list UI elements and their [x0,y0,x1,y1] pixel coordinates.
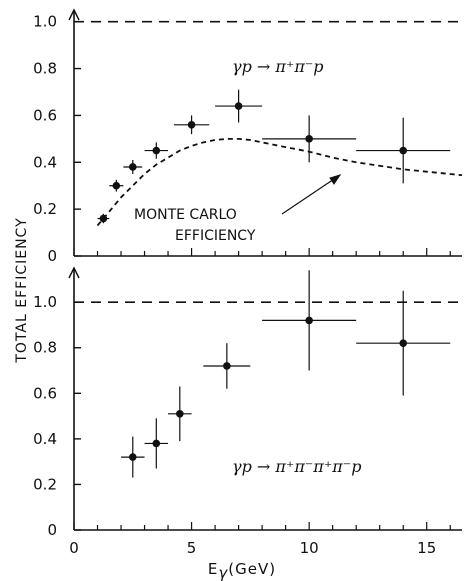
bottom-y-axis-arrow [68,266,80,279]
top-y-tick-label: 0.2 [33,200,57,218]
bottom-y-tick-label: 0 [47,521,57,539]
bottom-y-tick-label: 0.4 [33,430,57,448]
monte-carlo-label-line-2: EFFICIENCY [175,228,256,244]
bottom-y-tick-label: 0.8 [33,339,57,357]
bottom-data-point [305,316,313,325]
bottom-data-point [399,339,408,347]
x-tick-label: 0 [69,539,79,557]
bottom-reaction-label: γp → π⁺π⁻π⁺π⁻p [232,457,361,476]
bottom-data-point [223,362,231,370]
bottom-data-point [176,410,184,418]
annotation-arrowhead [329,174,342,185]
top-y-axis-arrow [68,8,80,21]
top-data-point [152,146,161,155]
x-axis-title-unit: (GeV) [228,560,276,578]
top-y-tick-label: 0.6 [33,106,57,124]
x-axis-title-main: E [208,560,218,578]
bottom-data-point [152,439,161,448]
top-y-tick-label: 1.0 [33,13,57,31]
top-data-point [187,121,196,129]
x-axis-title: Eγ(GeV) [208,560,276,581]
monte-carlo-label-line-1: MONTE CARLO [134,207,237,223]
x-tick-label: 5 [187,539,197,557]
monte-carlo-curve [96,138,463,227]
bottom-panel: 0 0.2 0.4 0.6 0.8 1.0 γp → π⁺π⁻π⁺π⁻p 0 5 10 15 [33,266,462,557]
top-data-point [112,181,121,190]
annotation-leader-line [281,174,341,215]
bottom-y-tick-label: 1.0 [33,293,57,311]
bottom-data-point [128,453,137,461]
bottom-y-tick-label: 0.2 [33,475,57,493]
top-data-point [305,135,313,143]
top-data-point [128,163,137,171]
top-panel: 0 0.2 0.4 0.6 0.8 1.0 γp → π⁺π⁻p MONTE CARLO EFF… [33,8,463,265]
top-y-tick-label: 0.4 [33,153,57,171]
top-data-point [99,214,108,223]
x-tick-label: 10 [300,539,319,557]
top-data-point [234,102,243,110]
y-axis-title: TOTAL EFFICIENCY [14,217,30,363]
top-data-point [399,146,408,155]
x-axis-title-sub: γ [218,564,228,581]
top-reaction-label: γp → π⁺π⁻p [232,57,324,76]
top-y-tick-label: 0.8 [33,60,57,78]
top-y-tick-label: 0 [47,247,57,265]
x-tick-label: 15 [417,539,436,557]
bottom-y-tick-label: 0.6 [33,384,57,402]
